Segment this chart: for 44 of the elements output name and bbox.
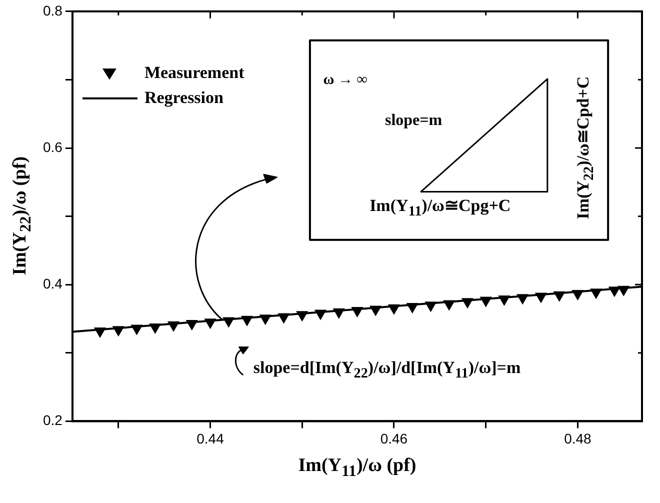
x-tick-label: 0.48 — [564, 430, 592, 446]
x-tick-label: 0.46 — [380, 430, 408, 446]
point — [296, 311, 308, 322]
point — [314, 310, 326, 320]
point — [352, 307, 363, 318]
point — [425, 302, 436, 312]
point — [260, 314, 272, 325]
point — [498, 295, 510, 306]
legend-label: Regression — [144, 88, 224, 107]
point — [149, 323, 161, 334]
annotation: Im(Y$_{11}$)/ω≅Cpg+C — [370, 196, 511, 220]
point — [554, 291, 566, 302]
annotation: ω → ∞ — [323, 72, 368, 88]
point — [278, 313, 290, 324]
annotation: slope=m — [384, 112, 442, 130]
point — [618, 286, 630, 296]
x-axis-title: Im(Y$_{11}$)/ω (pf) — [298, 455, 416, 480]
x-tick-label: 0.44 — [196, 430, 224, 446]
point — [333, 308, 345, 318]
point — [222, 317, 234, 328]
y-tick-label: 0.4 — [42, 275, 63, 292]
point — [443, 300, 455, 310]
legend-label: Measurement — [144, 62, 245, 82]
point — [535, 292, 547, 303]
y-tick-label: 0.2 — [42, 412, 63, 428]
point — [131, 324, 142, 335]
point — [480, 296, 492, 307]
point — [572, 290, 584, 300]
point — [370, 306, 382, 316]
point — [608, 286, 620, 297]
point — [462, 298, 474, 308]
y-tick-label: 0.6 — [42, 138, 63, 155]
point — [241, 316, 253, 326]
point — [112, 326, 124, 336]
point — [186, 320, 198, 330]
point — [590, 288, 602, 299]
point — [406, 302, 418, 313]
y-tick-label: 0.8 — [42, 2, 63, 18]
point — [94, 328, 106, 338]
point — [204, 318, 216, 329]
point — [388, 304, 400, 314]
point — [168, 321, 180, 332]
point — [516, 294, 528, 304]
annotation: slope=d[Im(Y$_{22}$)/ω]/d[Im(Y$_{11}$)/ω]=m — [253, 358, 521, 382]
